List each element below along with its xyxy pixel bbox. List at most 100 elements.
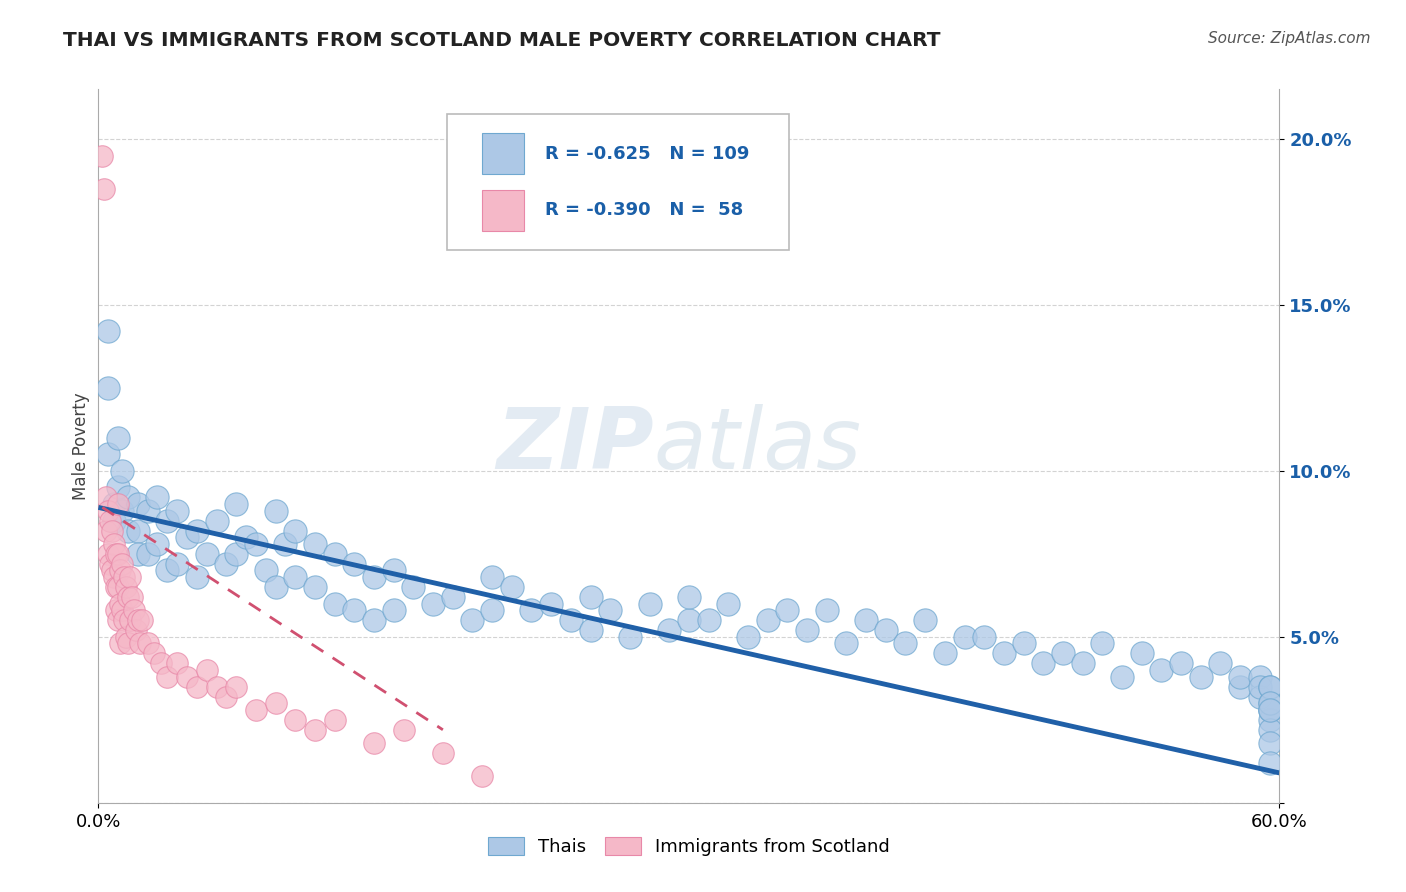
Point [914,613,936,627]
Point [284,570,307,584]
Point [1229,670,1251,684]
Point [115,630,138,644]
Point [1170,657,1192,671]
Point [1258,756,1281,770]
Point [796,624,818,638]
Point [245,703,267,717]
Point [136,636,159,650]
Point [1258,723,1281,737]
Text: R = -0.625   N = 109: R = -0.625 N = 109 [546,145,749,162]
Point [756,613,779,627]
Point [1258,713,1281,727]
Point [323,547,346,561]
Point [658,624,681,638]
Point [117,590,139,604]
Point [835,636,858,650]
Text: atlas: atlas [654,404,862,488]
Point [225,547,247,561]
Point [934,647,956,661]
Point [1258,680,1281,694]
Point [97,447,120,461]
Point [136,504,159,518]
Point [540,597,562,611]
Point [471,769,494,783]
Point [1150,663,1173,677]
Point [111,603,134,617]
Point [117,636,139,650]
Point [156,670,179,684]
Point [103,537,125,551]
Point [97,325,120,339]
Point [107,431,129,445]
Point [105,603,128,617]
Point [98,557,121,571]
Point [108,636,131,650]
Point [264,696,287,710]
Point [107,580,129,594]
Point [1052,647,1074,661]
Point [166,504,188,518]
Point [127,613,149,627]
Point [146,537,169,551]
Point [1012,636,1035,650]
Point [254,564,277,578]
Point [855,613,877,627]
Point [131,613,153,627]
Point [323,597,346,611]
Point [382,564,405,578]
Point [103,497,125,511]
Point [638,597,661,611]
Point [432,746,454,760]
Point [98,514,121,528]
Text: THAI VS IMMIGRANTS FROM SCOTLAND MALE POVERTY CORRELATION CHART: THAI VS IMMIGRANTS FROM SCOTLAND MALE PO… [63,31,941,50]
Point [1229,680,1251,694]
Point [619,630,641,644]
Point [156,514,179,528]
Point [284,713,307,727]
Point [1130,647,1153,661]
Point [304,537,326,551]
Point [108,564,131,578]
Point [1249,670,1271,684]
Point [186,570,208,584]
Point [737,630,759,644]
Point [107,481,129,495]
Point [1258,680,1281,694]
Point [225,497,247,511]
Point [111,557,134,571]
Point [186,680,208,694]
Point [97,381,120,395]
Point [501,580,523,594]
Point [993,647,1015,661]
Point [121,590,143,604]
Point [1249,690,1271,704]
Point [579,590,602,604]
Point [107,547,129,561]
Point [215,690,238,704]
Point [284,524,307,538]
Point [323,713,346,727]
Point [264,504,287,518]
Point [112,613,135,627]
Point [125,624,148,638]
Point [150,657,173,671]
Point [97,504,120,518]
Point [1209,657,1232,671]
Point [697,613,720,627]
Point [127,524,149,538]
Point [678,590,700,604]
Point [136,547,159,561]
Point [815,603,838,617]
Point [111,504,134,518]
Point [776,603,799,617]
Point [1258,736,1281,750]
Point [1258,696,1281,710]
Point [1249,680,1271,694]
Point [363,570,385,584]
Point [195,547,218,561]
Point [304,580,326,594]
Point [115,580,138,594]
Point [111,464,134,478]
Point [128,636,150,650]
Point [112,570,135,584]
